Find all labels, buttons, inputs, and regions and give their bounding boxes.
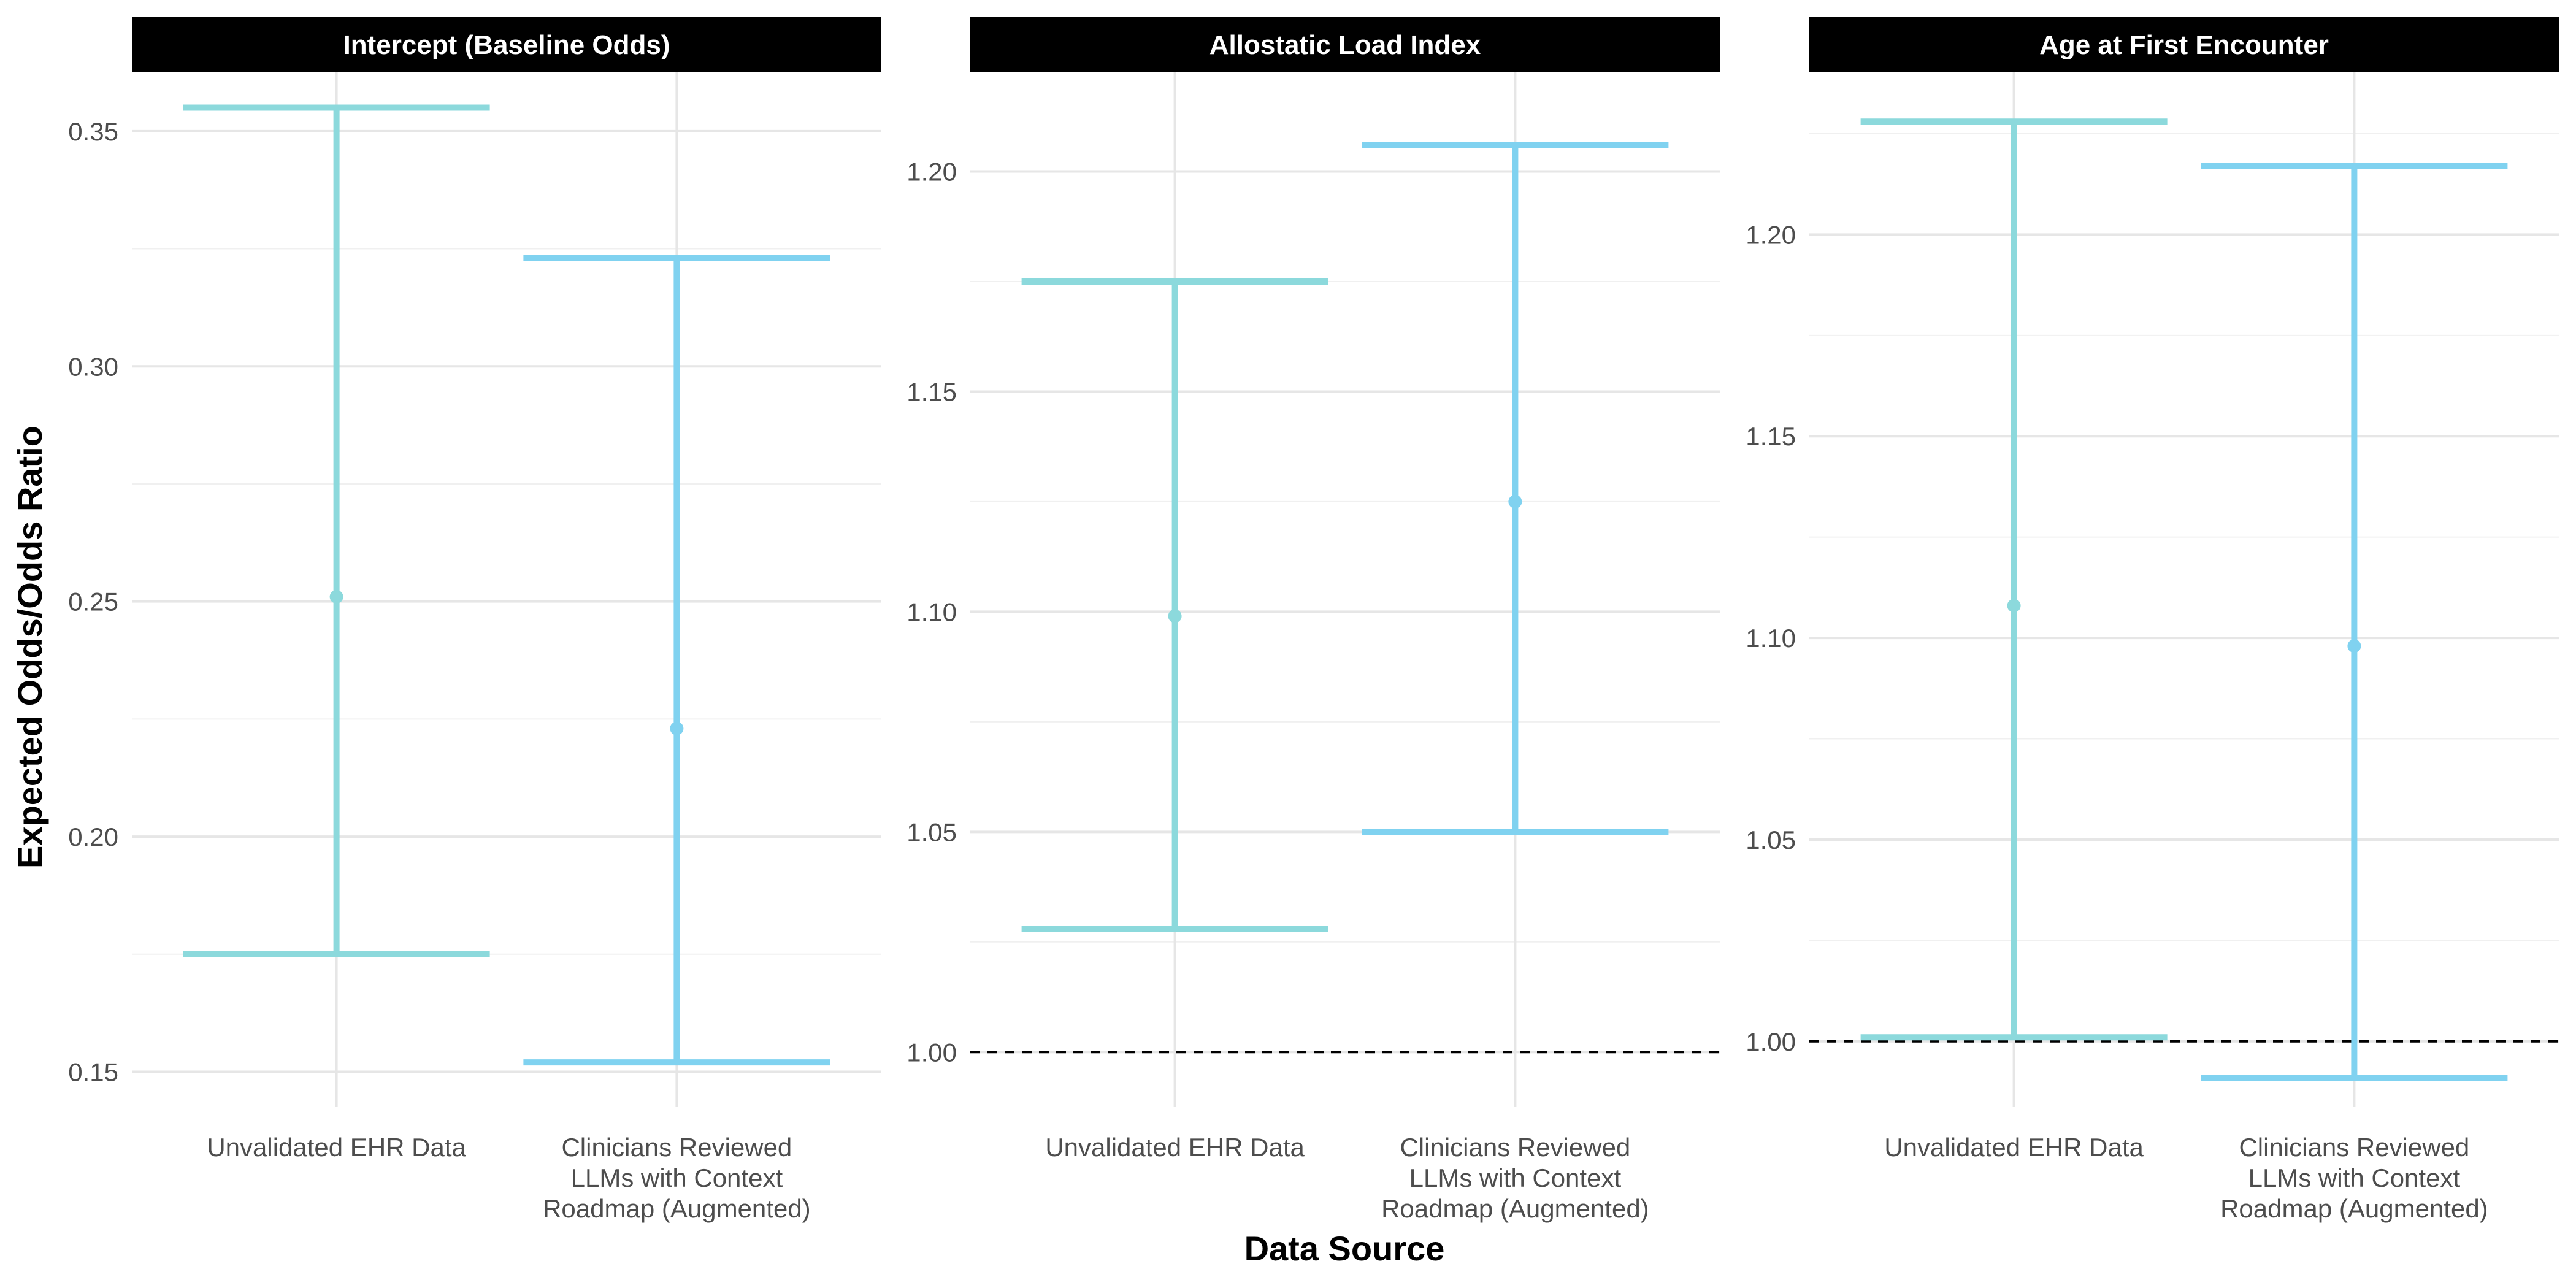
- facet-title: Allostatic Load Index: [1209, 30, 1481, 60]
- x-tick-label: LLMs with Context: [571, 1163, 783, 1192]
- x-tick-label: Roadmap (Augmented): [1381, 1194, 1649, 1223]
- y-tick-label: 1.00: [907, 1038, 957, 1067]
- x-tick-label: LLMs with Context: [1409, 1163, 1622, 1192]
- panel-2: Allostatic Load Index 1.00 1.05 1.10 1.15 1.2…: [907, 17, 1720, 1223]
- x-tick-label: Clinicians Reviewed: [561, 1133, 792, 1162]
- facet-title: Age at First Encounter: [2039, 30, 2329, 60]
- y-tick-label: 0.30: [68, 352, 118, 381]
- panel-3: Age at First Encounter 1.00 1.05 1.10 1.15 1.…: [1746, 17, 2559, 1223]
- y-tick-label: 1.15: [907, 377, 957, 406]
- y-tick-label: 1.15: [1746, 422, 1796, 451]
- y-tick-label: 1.05: [1746, 826, 1796, 854]
- y-tick-label: 1.00: [1746, 1027, 1796, 1056]
- y-tick-label: 0.35: [68, 117, 118, 146]
- x-tick-label: Roadmap (Augmented): [2220, 1194, 2488, 1223]
- y-tick-label: 0.20: [68, 822, 118, 851]
- x-tick-label: LLMs with Context: [2248, 1163, 2461, 1192]
- panels-layer: Intercept (Baseline Odds) 0.15 0.20 0.25 0.3…: [68, 17, 2559, 1223]
- y-tick-label: 0.15: [68, 1057, 118, 1086]
- x-tick-label: Clinicians Reviewed: [1400, 1133, 1630, 1162]
- x-tick-label: Unvalidated EHR Data: [1884, 1133, 2144, 1162]
- facet-title: Intercept (Baseline Odds): [343, 30, 670, 60]
- facet-strip: [1809, 17, 2559, 72]
- x-axis-title: Data Source: [1244, 1229, 1445, 1268]
- y-tick-label: 1.05: [907, 818, 957, 846]
- facet-strip: [970, 17, 1720, 72]
- y-tick-label: 1.20: [1746, 220, 1796, 249]
- estimate-point: [2347, 639, 2361, 653]
- estimate-point: [329, 590, 343, 604]
- y-tick-label: 1.20: [907, 158, 957, 186]
- panel-1: Intercept (Baseline Odds) 0.15 0.20 0.25 0.3…: [68, 17, 881, 1223]
- x-tick-label: Clinicians Reviewed: [2239, 1133, 2469, 1162]
- x-tick-label: Unvalidated EHR Data: [207, 1133, 466, 1162]
- facet-strip: [132, 17, 881, 72]
- y-tick-label: 0.25: [68, 588, 118, 616]
- x-tick-label: Roadmap (Augmented): [543, 1194, 811, 1223]
- x-tick-label: Unvalidated EHR Data: [1045, 1133, 1305, 1162]
- y-tick-label: 1.10: [907, 597, 957, 626]
- y-tick-label: 1.10: [1746, 624, 1796, 653]
- estimate-point: [1168, 609, 1182, 623]
- estimate-point: [1508, 494, 1522, 508]
- estimate-point: [2007, 599, 2021, 613]
- y-axis-title: Expected Odds/Odds Ratio: [10, 426, 49, 868]
- estimate-point: [670, 721, 684, 735]
